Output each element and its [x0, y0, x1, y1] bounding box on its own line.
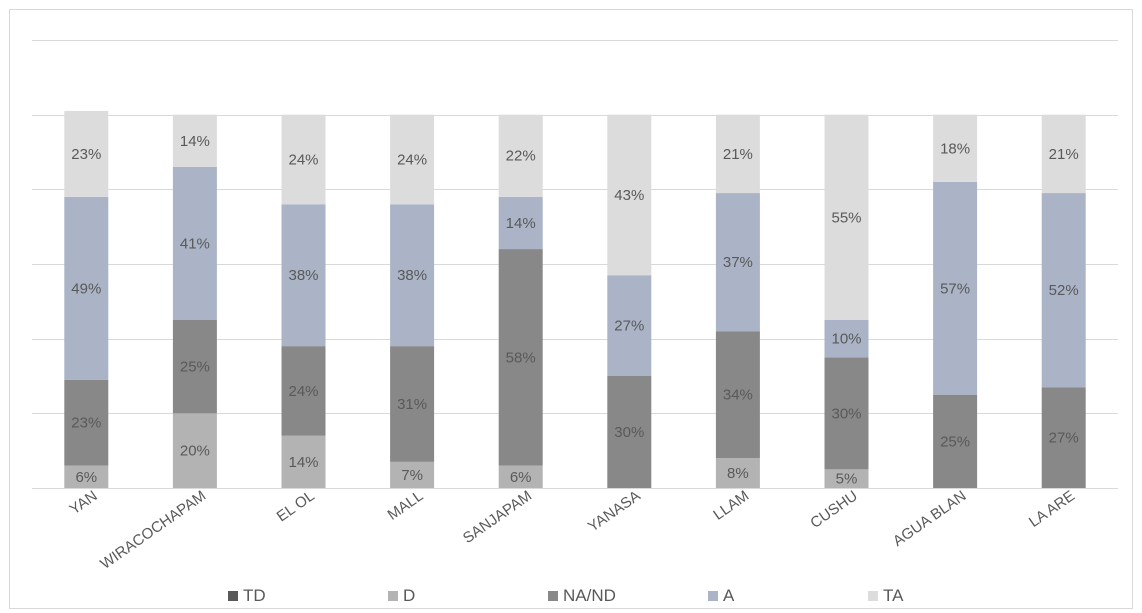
data-label: 38% — [397, 267, 427, 284]
x-tick-label: AGUA BLAN — [890, 487, 969, 550]
bar-segment — [64, 110, 109, 197]
bar-segment — [64, 196, 109, 380]
bar-segment — [390, 461, 435, 488]
data-label: 22% — [506, 148, 536, 165]
bar-segment — [715, 114, 760, 194]
data-label: 57% — [940, 280, 970, 297]
legend-swatch — [548, 591, 558, 601]
bar-segment — [715, 331, 760, 459]
data-label: 7% — [401, 467, 423, 484]
bar-segment — [498, 196, 543, 250]
bar-segment — [64, 465, 109, 488]
bar-segment — [172, 413, 217, 488]
legend-swatch — [228, 591, 238, 601]
data-label: 23% — [71, 146, 101, 163]
legend-label: NA/ND — [563, 586, 616, 605]
bar-segment — [172, 320, 217, 414]
bar-segment — [933, 114, 978, 182]
data-label: 20% — [180, 443, 210, 460]
bar-segment — [390, 346, 435, 462]
data-label: 14% — [288, 454, 318, 471]
data-label: 30% — [831, 405, 861, 422]
legend-swatch — [868, 591, 878, 601]
bar-segment — [824, 114, 869, 321]
bar-segment — [607, 376, 652, 488]
x-tick-label: SANJAPAM — [460, 487, 535, 547]
data-label: 6% — [510, 469, 532, 486]
data-label: 8% — [727, 465, 749, 482]
x-tick-label: LA ARE — [1026, 487, 1078, 531]
data-label: 21% — [723, 146, 753, 163]
data-label: 18% — [940, 140, 970, 157]
bar-segment — [172, 166, 217, 320]
legend-label: A — [723, 586, 735, 605]
data-label: 24% — [288, 383, 318, 400]
legend-label: D — [403, 586, 415, 605]
bar-segment — [390, 114, 435, 205]
bar-segment — [607, 275, 652, 376]
data-labels: 6% 23% 49% 23% 20% 25% 41% 14% 14% 24% 38% 24% 7% 31%… — [71, 133, 1078, 488]
data-label: 24% — [397, 151, 427, 168]
data-label: 30% — [614, 424, 644, 441]
data-label: 23% — [71, 415, 101, 432]
legend-label: TD — [243, 586, 266, 605]
data-label: 25% — [180, 359, 210, 376]
bar-segment — [824, 320, 869, 358]
bar-segment — [172, 114, 217, 167]
x-tick-label: YAN — [66, 487, 100, 518]
legend: TD D NA/ND A TA — [228, 586, 904, 605]
data-label: 49% — [71, 280, 101, 297]
data-label: 37% — [723, 254, 753, 271]
bar-segment — [281, 346, 326, 436]
x-tick-label: LLAM — [710, 487, 752, 523]
legend-swatch — [708, 591, 718, 601]
data-label: 34% — [723, 387, 753, 404]
data-label: 6% — [75, 469, 97, 486]
data-label: 43% — [614, 187, 644, 204]
bar-segment — [933, 181, 978, 395]
data-label: 38% — [288, 267, 318, 284]
bar-segment — [64, 379, 109, 466]
bar-segment — [715, 193, 760, 332]
bar-segment — [498, 465, 543, 488]
data-label: 58% — [506, 349, 536, 366]
data-label: 27% — [1049, 430, 1079, 447]
data-label: 41% — [180, 235, 210, 252]
bar-segment — [1041, 193, 1086, 388]
bar-segment — [933, 394, 978, 488]
bar-segment — [498, 114, 543, 197]
data-label: 14% — [506, 215, 536, 232]
legend-label: TA — [883, 586, 904, 605]
data-label: 55% — [831, 209, 861, 226]
bar-segment — [281, 435, 326, 488]
data-label: 5% — [836, 471, 858, 488]
data-label: 24% — [288, 151, 318, 168]
bar-segment — [281, 114, 326, 205]
x-tick-label: CUSHU — [807, 487, 860, 532]
data-label: 10% — [831, 331, 861, 348]
bar-segment — [498, 249, 543, 466]
bar-segment — [715, 458, 760, 488]
bar-segment — [281, 204, 326, 347]
data-label: 52% — [1049, 282, 1079, 299]
bars — [64, 110, 1086, 488]
x-tick-label: YANASA — [585, 487, 644, 535]
data-label: 25% — [940, 433, 970, 450]
legend-swatch — [388, 591, 398, 601]
bar-segment — [1041, 114, 1086, 194]
x-tick-label: WIRACOCHAPAM — [97, 487, 209, 572]
bar-segment — [1041, 387, 1086, 488]
bar-segment — [824, 469, 869, 488]
data-label: 21% — [1049, 146, 1079, 163]
bar-segment — [390, 204, 435, 347]
data-label: 31% — [397, 396, 427, 413]
bar-segment — [607, 114, 652, 276]
x-tick-label: EL OL — [274, 487, 318, 525]
x-tick-label: MALL — [385, 487, 427, 523]
data-label: 27% — [614, 318, 644, 335]
data-label: 14% — [180, 133, 210, 150]
bar-segment — [824, 357, 869, 470]
